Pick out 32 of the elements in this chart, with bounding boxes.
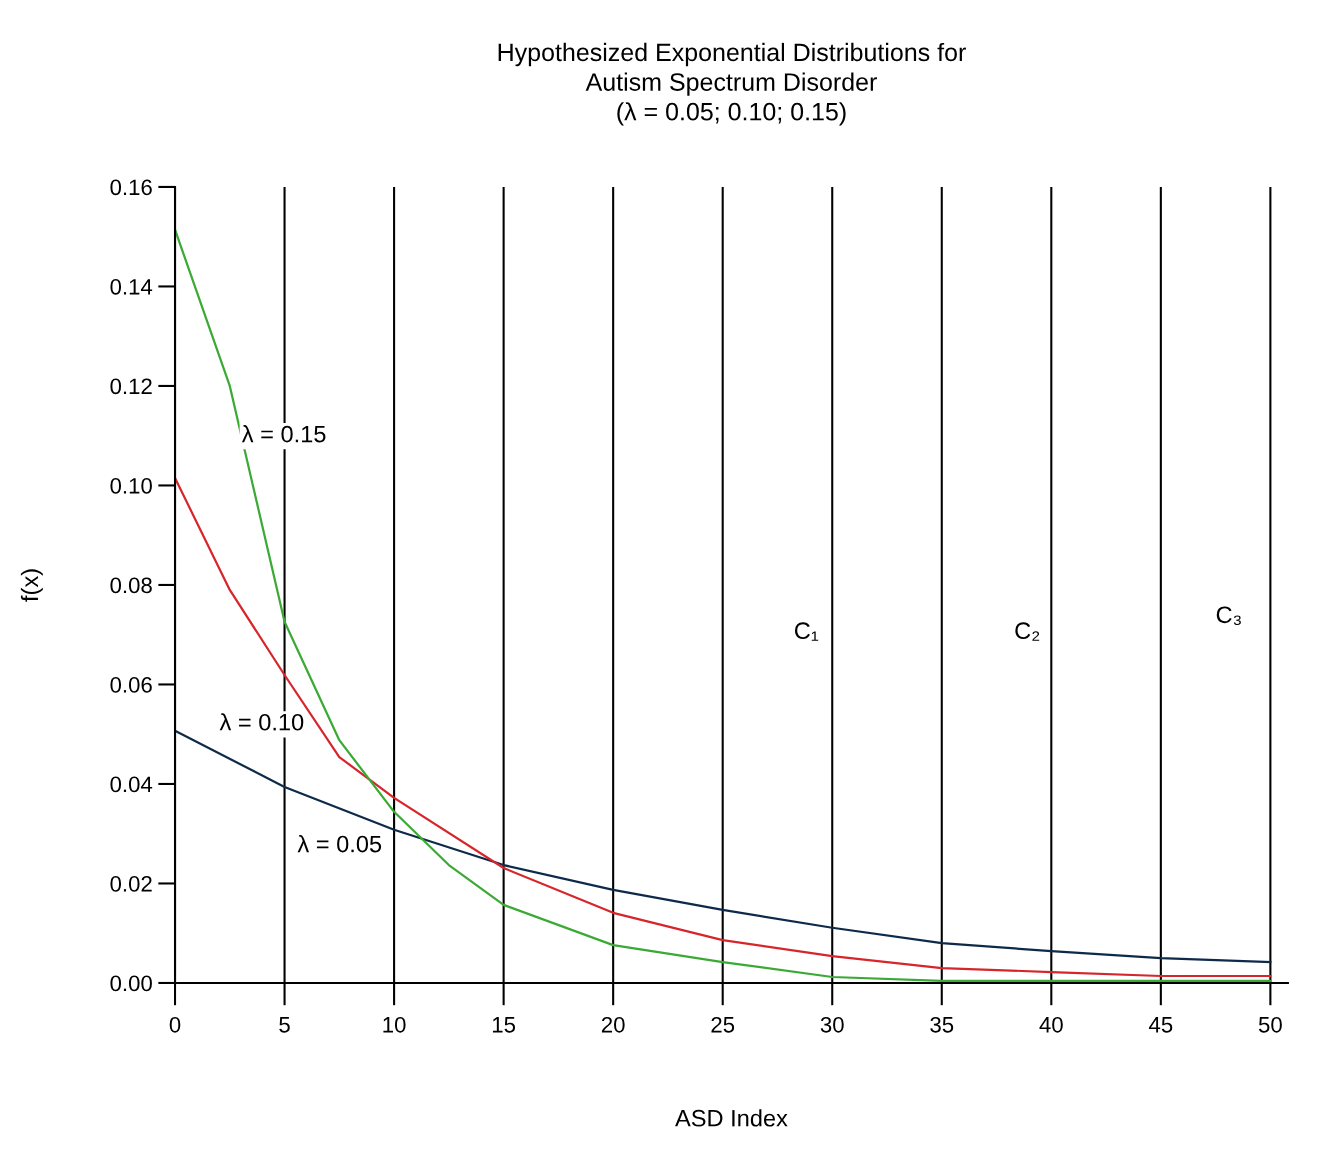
x-tick-label: 20 [601,1016,625,1033]
x-tick-label: 10 [383,1016,406,1033]
line-series [175,476,1272,978]
x-tick-label: 30 [820,1016,844,1033]
x-tick-label: 5 [279,1017,290,1033]
y-axis-title: f(x) [20,569,43,602]
series-label: λ = 0.15 [241,425,326,443]
line-series [175,729,1272,964]
series-label: λ = 0.10 [219,713,304,731]
y-tick-label: 0.08 [110,577,152,594]
x-tick-label: 45 [1148,1017,1173,1033]
annotation: C₃ [1216,606,1241,626]
y-tick-label: 0.10 [110,477,152,494]
x-tick-label: 0 [169,1016,181,1033]
x-tick-label: 40 [1039,1016,1063,1033]
y-tick-label: 0.16 [110,179,152,196]
y-tick-label: 0.06 [110,676,152,693]
x-axis-title: ASD Index [675,1109,788,1127]
y-tick-label: 0.12 [110,378,152,395]
y-tick-label: 0.04 [110,776,153,793]
line-series [175,228,1272,983]
y-tick-label: 0.14 [110,278,153,295]
x-tick-label: 25 [711,1016,735,1033]
y-tick-label: 0.02 [110,876,152,892]
x-tick-label: 35 [930,1016,954,1033]
x-tick-label: 50 [1258,1016,1282,1033]
annotation: C₁ [794,622,819,641]
annotation: C₂ [1015,622,1040,641]
chart-title: Hypothesized Exponential Distributions for Autism Spectrum Disorder (λ = 0.05; 0.10; 0.15) [498,42,966,126]
y-tick-label: 0.00 [110,975,152,992]
x-tick-label: 15 [492,1017,516,1033]
series-label: λ = 0.05 [297,835,382,853]
